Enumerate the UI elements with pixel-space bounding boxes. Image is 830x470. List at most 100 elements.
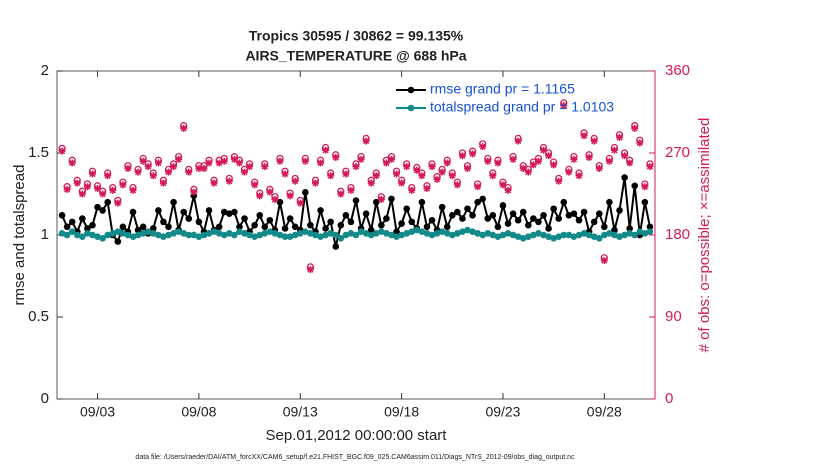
obs-assimilated: [109, 186, 117, 194]
point: [347, 218, 355, 226]
obs-assimilated: [154, 159, 162, 167]
x-tick-label: 09/28: [587, 404, 622, 420]
obs-assimilated: [387, 155, 395, 163]
obs-assimilated: [540, 146, 548, 154]
obs-assimilated: [195, 164, 203, 172]
point: [79, 233, 86, 240]
point: [129, 208, 137, 216]
obs-assimilated: [114, 199, 122, 207]
point: [261, 223, 269, 231]
point: [94, 233, 101, 240]
obs-assimilated: [99, 190, 107, 198]
obs-assimilated: [322, 146, 330, 154]
point: [241, 230, 248, 237]
point: [428, 216, 436, 224]
point: [241, 215, 248, 222]
point: [590, 218, 598, 226]
point: [646, 223, 654, 231]
obs-assimilated: [484, 157, 492, 165]
point: [540, 231, 547, 239]
obs-assimilated: [377, 195, 385, 203]
point: [393, 228, 400, 236]
point: [68, 218, 76, 226]
point: [332, 243, 340, 250]
point: [469, 212, 476, 219]
point: [393, 233, 400, 240]
point: [636, 228, 644, 236]
obs-assimilated: [235, 159, 243, 167]
legend-label: totalspread grand pr = 1.0103: [430, 99, 614, 115]
obs-assimilated: [256, 192, 264, 200]
obs-assimilated: [550, 161, 558, 169]
obs-assimilated: [418, 172, 426, 180]
point: [590, 233, 598, 240]
point: [261, 230, 269, 237]
point: [459, 228, 466, 236]
obs-assimilated: [626, 159, 634, 167]
point: [362, 230, 370, 237]
point: [205, 207, 213, 214]
point: [494, 233, 502, 240]
point: [403, 230, 410, 237]
obs-assimilated: [453, 181, 461, 189]
point: [231, 231, 238, 239]
point: [489, 212, 497, 219]
obs-assimilated: [159, 179, 167, 187]
point: [79, 215, 86, 222]
point: [479, 195, 486, 203]
point: [160, 233, 167, 240]
point: [165, 223, 172, 231]
point: [428, 231, 436, 239]
point: [616, 207, 623, 214]
point: [626, 225, 633, 232]
point: [403, 205, 410, 213]
obs-assimilated: [504, 186, 512, 194]
obs-assimilated: [519, 164, 527, 172]
point: [109, 230, 117, 237]
point: [352, 231, 360, 239]
point: [641, 198, 649, 206]
obs-assimilated: [124, 164, 132, 172]
point: [73, 231, 81, 239]
obs-assimilated: [317, 159, 325, 167]
point: [443, 223, 451, 231]
obs-assimilated: [423, 185, 431, 193]
obs-assimilated: [83, 183, 91, 191]
y2-tick-label: 360: [665, 62, 690, 79]
chart-title: Tropics 30595 / 30862 = 99.135%: [249, 28, 464, 44]
point: [281, 225, 289, 232]
obs-assimilated: [555, 177, 563, 185]
point: [504, 220, 512, 227]
point: [226, 210, 233, 217]
obs-assimilated: [180, 124, 188, 132]
point: [302, 189, 309, 196]
point: [585, 231, 593, 239]
point: [601, 223, 608, 231]
obs-assimilated: [185, 168, 193, 176]
obs-assimilated: [616, 134, 624, 142]
obs-assimilated: [428, 163, 436, 171]
obs-assimilated: [261, 163, 269, 171]
point: [134, 231, 142, 239]
point: [565, 231, 573, 239]
point: [646, 228, 654, 236]
point: [256, 231, 264, 239]
obs-assimilated: [251, 181, 259, 189]
point: [540, 212, 547, 219]
point: [418, 198, 426, 206]
point: [606, 230, 613, 237]
point: [84, 230, 91, 237]
point: [210, 228, 218, 236]
point: [195, 233, 203, 240]
point: [383, 230, 390, 237]
point: [570, 233, 578, 240]
x-tick-label: 09/03: [80, 404, 115, 420]
point: [134, 226, 142, 234]
point: [215, 223, 223, 231]
obs-assimilated: [94, 185, 102, 193]
obs-assimilated: [631, 124, 639, 132]
point: [514, 216, 522, 224]
point: [525, 233, 532, 240]
obs-assimilated: [175, 155, 183, 163]
